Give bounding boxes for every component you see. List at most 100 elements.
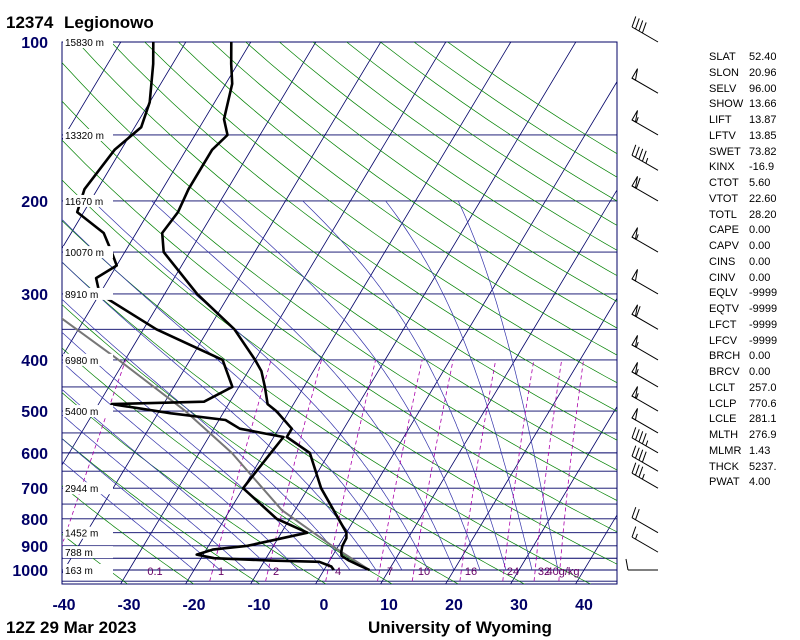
barb-full [635, 18, 640, 30]
temperature-line [160, 42, 371, 572]
index-row: CINS 0.00 [709, 255, 799, 271]
pressure-tick-label: 1000 [12, 563, 48, 580]
barb-full [638, 431, 644, 443]
height-labels: 15830 m 13320 m 11670 m 10070 m 8910 m 6980 m… [63, 36, 113, 577]
height-label-bg [63, 482, 113, 495]
height-label-bg [63, 246, 113, 259]
index-row: LCLT 257.0 [709, 381, 799, 397]
wind-barb [631, 176, 659, 202]
height-label-bg [63, 405, 113, 418]
pressure-tick-label: 800 [21, 512, 48, 529]
index-value: 276.9 [749, 429, 777, 441]
barb-staff [631, 417, 659, 434]
index-row: VTOT 22.60 [709, 192, 799, 208]
mixing-ratio-label: 40g/kg [546, 566, 579, 578]
barb-half [645, 157, 649, 164]
dry-adiabat [278, 42, 617, 277]
height-label: 11670 m [65, 197, 103, 208]
index-value: 28.20 [749, 208, 777, 221]
height-label: 13320 m [65, 131, 104, 142]
barb-staff [631, 517, 659, 534]
moist-adiabat [62, 331, 325, 571]
dry-adiabat [211, 42, 617, 329]
index-row: SLAT 52.40 [709, 50, 799, 66]
isotherm-line [0, 18, 5, 592]
temperature-tick-label: 20 [445, 597, 463, 614]
barb-full [638, 20, 644, 32]
height-label-bg [63, 36, 113, 48]
isotherm-line [62, 42, 122, 141]
height-label: 10070 m [65, 248, 104, 259]
barb-staff [631, 26, 659, 43]
dry-adiabat [0, 18, 72, 592]
index-name: CAPE [709, 224, 739, 237]
index-name: BRCV [709, 366, 740, 378]
barb-pennant [631, 362, 639, 375]
index-row: LCLE 281.1 [709, 412, 799, 428]
mixing-ratio-line [502, 359, 535, 582]
wind-barb [631, 427, 659, 454]
barb-staff [631, 437, 659, 454]
wind-barb [631, 269, 659, 295]
index-value: 73.82 [749, 145, 777, 158]
index-name: CINS [709, 255, 736, 268]
wind-barb [631, 408, 659, 434]
index-row: SLON 20.96 [709, 66, 799, 82]
pressure-tick-label: 700 [21, 481, 48, 498]
barb-full [631, 16, 637, 28]
mixing-ratio-label: 2 [273, 566, 279, 578]
data-source: University of Wyoming [368, 618, 552, 637]
index-value: 13.87 [749, 114, 777, 126]
index-row: KINX -16.9 [709, 160, 799, 176]
moist-adiabat [221, 200, 481, 571]
index-row: MLMR 1.43 [709, 444, 799, 460]
dry-adiabat [144, 42, 617, 384]
barb-full [638, 148, 644, 160]
index-name: EQLV [709, 287, 738, 300]
dry-adiabat [62, 485, 195, 584]
isotherm-line [62, 42, 317, 466]
isotherm-line [185, 42, 512, 584]
barb-half [645, 440, 649, 447]
index-row: EQTV -9999 [709, 302, 799, 318]
mixing-ratio-label: 10 [418, 566, 430, 578]
index-value: 0.00 [749, 271, 771, 284]
isotherm-line [62, 42, 187, 250]
wind-barb [631, 68, 659, 94]
dry-adiabat [62, 179, 617, 565]
wind-barb [631, 526, 659, 553]
index-value: 0.00 [749, 350, 771, 363]
index-name: MLMR [709, 444, 742, 457]
index-name: LCLP [709, 397, 737, 410]
barb-full [641, 451, 647, 463]
dry-adiabat [62, 392, 327, 584]
moist-adiabat [62, 461, 195, 571]
mixing-ratio-label: 16 [465, 566, 477, 578]
barb-pennant [631, 68, 639, 81]
pressure-tick-label: 600 [21, 446, 48, 463]
index-name: LFTV [709, 129, 736, 142]
barb-half [641, 473, 645, 480]
barb-staff [631, 278, 659, 295]
index-name: CINV [709, 271, 736, 284]
isotherm-line [510, 405, 617, 584]
temperature-tick-label: -20 [182, 597, 205, 614]
dry-adiabat [62, 261, 526, 584]
barb-full [635, 146, 640, 158]
moist-adiabat [62, 388, 273, 571]
barb-half [635, 368, 639, 375]
wind-barb [631, 445, 659, 472]
barb-pennant [631, 176, 639, 189]
index-value: 770.6 [749, 397, 777, 410]
wind-barb [625, 558, 658, 571]
mixing-ratio-label: 4 [335, 566, 341, 578]
height-label-bg [63, 128, 113, 141]
barb-full [635, 447, 640, 459]
index-row: MLTH 276.9 [709, 428, 799, 444]
barb-full [635, 177, 641, 189]
index-name: BRCH [709, 350, 741, 363]
barb-full [641, 22, 647, 34]
index-name: LCLT [709, 381, 736, 394]
station-id: 12374 [6, 13, 54, 32]
index-name: MLTH [709, 429, 739, 441]
